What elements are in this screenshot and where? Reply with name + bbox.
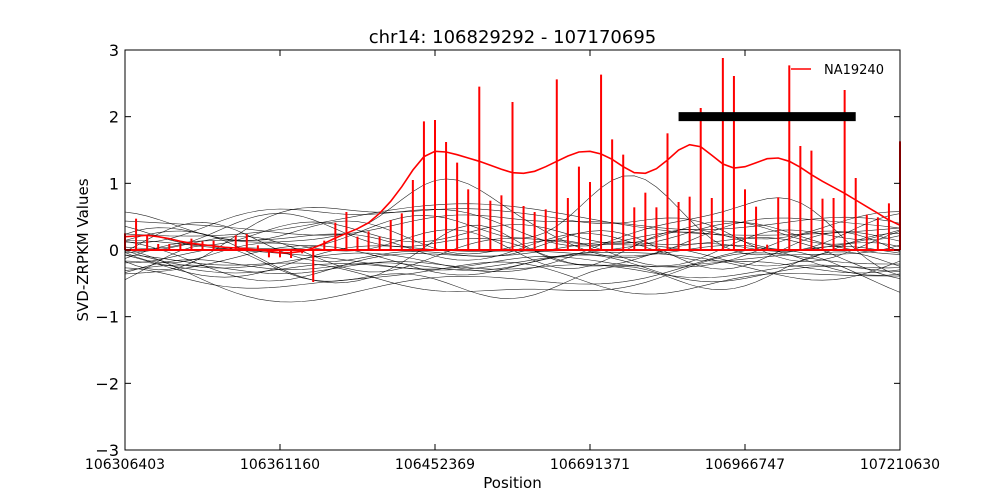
y-tick-label: 3 [109, 41, 119, 60]
y-axis-label: SVD-ZRPKM Values [74, 178, 92, 321]
background-sample-line [124, 252, 901, 293]
x-tick-label: 106691371 [550, 457, 630, 473]
y-tick-label: −3 [95, 441, 119, 460]
y-axis: −3 −2 −1 0 1 2 3 [95, 41, 900, 460]
y-tick-label: −1 [95, 308, 119, 327]
x-tick-label: 106452369 [395, 457, 475, 473]
smoothed-line [124, 143, 901, 254]
background-sample-line [124, 261, 901, 295]
legend-label: NA19240 [824, 63, 884, 78]
background-sample-line [124, 221, 901, 270]
x-tick-label: 106306403 [85, 457, 165, 473]
x-tick-label: 106966747 [705, 457, 785, 473]
y-tick-label: 2 [109, 108, 119, 127]
background-sample-line [124, 222, 901, 271]
background-sample-line [124, 245, 901, 281]
background-sample-line [124, 197, 901, 276]
x-tick-label: 107210630 [860, 457, 940, 473]
background-sample-line [124, 248, 901, 303]
y-tick-label: −2 [95, 374, 119, 393]
y-tick-label: 1 [109, 174, 119, 193]
x-axis: 106306403 106361160 106452369 106691371 1069… [85, 50, 940, 473]
y-tick-label: 0 [109, 241, 119, 260]
background-sample-lines [124, 175, 901, 303]
na19240-series [124, 143, 901, 254]
background-sample-line [124, 244, 901, 299]
chart-title: chr14: 106829292 - 107170695 [369, 27, 656, 48]
background-sample-line [124, 256, 901, 274]
background-sample-line [124, 237, 901, 282]
legend: NA19240 [791, 63, 884, 78]
x-axis-label: Position [483, 474, 541, 492]
x-tick-label: 106361160 [240, 457, 320, 473]
